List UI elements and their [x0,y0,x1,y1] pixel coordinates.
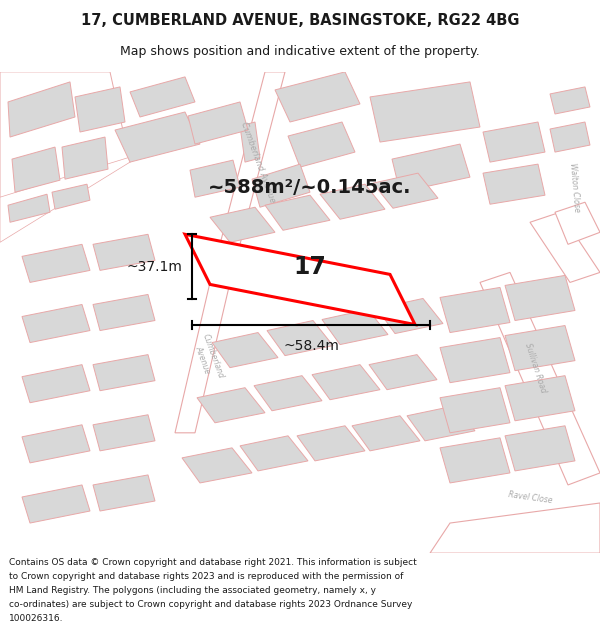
Polygon shape [407,406,475,441]
Polygon shape [377,299,443,334]
Polygon shape [297,426,365,461]
Polygon shape [240,122,260,162]
Polygon shape [212,332,278,367]
Polygon shape [93,354,155,391]
Polygon shape [62,137,108,179]
Text: Sullivan Road: Sullivan Road [523,342,547,394]
Polygon shape [440,388,510,432]
Polygon shape [93,234,155,271]
Text: Cumberland
Avenue: Cumberland Avenue [191,332,225,383]
Polygon shape [555,202,600,244]
Polygon shape [530,213,600,282]
Text: Walton Close: Walton Close [568,162,581,212]
Polygon shape [8,194,50,222]
Polygon shape [130,77,195,117]
Polygon shape [312,364,380,400]
Polygon shape [175,282,230,432]
Polygon shape [352,416,420,451]
Polygon shape [483,164,545,204]
Text: ~37.1m: ~37.1m [126,260,182,274]
Text: Map shows position and indicative extent of the property.: Map shows position and indicative extent… [120,45,480,58]
Polygon shape [210,72,285,282]
Polygon shape [370,82,480,142]
Polygon shape [267,321,333,356]
Polygon shape [320,184,385,219]
Polygon shape [8,82,75,137]
Text: Contains OS data © Crown copyright and database right 2021. This information is : Contains OS data © Crown copyright and d… [9,558,417,567]
Polygon shape [0,72,130,202]
Polygon shape [322,309,388,344]
Polygon shape [483,122,545,162]
Polygon shape [75,87,125,132]
Polygon shape [197,388,265,422]
Polygon shape [369,354,437,390]
Polygon shape [93,294,155,331]
Polygon shape [373,173,438,208]
Text: ~58.4m: ~58.4m [283,339,339,352]
Text: Ravel Close: Ravel Close [508,491,553,506]
Polygon shape [22,485,90,523]
Polygon shape [93,475,155,511]
Polygon shape [440,338,510,382]
Polygon shape [12,147,60,192]
Polygon shape [288,122,355,167]
Text: 17: 17 [293,256,326,279]
Text: to Crown copyright and database rights 2023 and is reproduced with the permissio: to Crown copyright and database rights 2… [9,572,403,581]
Polygon shape [185,234,415,324]
Polygon shape [480,272,600,485]
Polygon shape [254,376,322,411]
Polygon shape [93,415,155,451]
Polygon shape [392,144,470,192]
Text: co-ordinates) are subject to Crown copyright and database rights 2023 Ordnance S: co-ordinates) are subject to Crown copyr… [9,600,412,609]
Text: 17, CUMBERLAND AVENUE, BASINGSTOKE, RG22 4BG: 17, CUMBERLAND AVENUE, BASINGSTOKE, RG22… [81,12,519,28]
Polygon shape [210,208,275,242]
Polygon shape [550,122,590,152]
Polygon shape [505,426,575,471]
Polygon shape [275,72,360,122]
Polygon shape [22,304,90,343]
Polygon shape [440,438,510,483]
Polygon shape [240,436,308,471]
Polygon shape [52,184,90,209]
Text: ~588m²/~0.145ac.: ~588m²/~0.145ac. [208,177,412,197]
Polygon shape [505,376,575,421]
Polygon shape [0,157,130,242]
Text: HM Land Registry. The polygons (including the associated geometry, namely x, y: HM Land Registry. The polygons (includin… [9,586,376,595]
Polygon shape [252,164,310,208]
Polygon shape [550,87,590,114]
Polygon shape [188,102,248,144]
Polygon shape [505,276,575,321]
Polygon shape [22,244,90,282]
Polygon shape [115,112,200,162]
Polygon shape [430,503,600,553]
Polygon shape [440,288,510,332]
Polygon shape [22,364,90,403]
Polygon shape [190,160,240,198]
Polygon shape [22,425,90,463]
Polygon shape [505,326,575,371]
Text: Cumberland Avenue: Cumberland Avenue [239,121,277,204]
Polygon shape [265,195,330,230]
Text: 100026316.: 100026316. [9,614,64,623]
Polygon shape [182,448,252,483]
